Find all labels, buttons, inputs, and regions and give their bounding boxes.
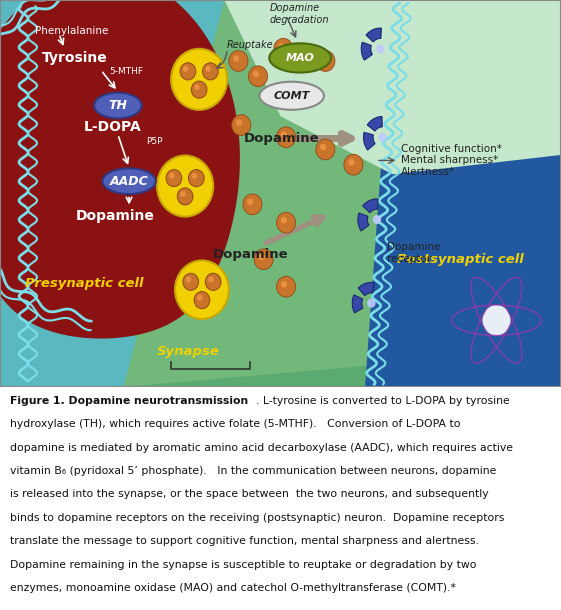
Circle shape — [229, 51, 248, 71]
Text: Dopamine remaining in the synapse is susceptible to reuptake or degradation by t: Dopamine remaining in the synapse is sus… — [10, 559, 477, 570]
Text: Phenylalanine: Phenylalanine — [35, 26, 108, 36]
Circle shape — [379, 133, 387, 142]
Circle shape — [157, 156, 213, 217]
Text: L-DOPA: L-DOPA — [84, 120, 142, 134]
Circle shape — [247, 198, 254, 205]
Circle shape — [171, 49, 227, 110]
Circle shape — [197, 295, 203, 301]
Text: Cognitive function*
Mental sharpness*
Alertness*: Cognitive function* Mental sharpness* Al… — [401, 144, 502, 177]
Text: translate the message to support cognitive function, mental sharpness and alertn: translate the message to support cogniti… — [10, 536, 479, 546]
Text: hydroxylase (TH), which requires active folate (5-MTHF).   Conversion of L-DOPA : hydroxylase (TH), which requires active … — [10, 419, 461, 429]
Text: Figure 1. Dopamine neurotransmission: Figure 1. Dopamine neurotransmission — [10, 396, 249, 406]
Circle shape — [169, 173, 174, 179]
Text: TH: TH — [108, 99, 127, 112]
Circle shape — [373, 215, 381, 224]
Circle shape — [258, 253, 265, 260]
Text: Dopamine
receptor: Dopamine receptor — [387, 242, 440, 264]
Polygon shape — [123, 0, 561, 387]
Text: MAO: MAO — [286, 53, 315, 63]
Circle shape — [183, 66, 188, 72]
Circle shape — [194, 292, 210, 309]
Text: Postsynaptic cell: Postsynaptic cell — [397, 253, 523, 266]
Text: . L-tyrosine is converted to L-DOPA by tyrosine: . L-tyrosine is converted to L-DOPA by t… — [256, 396, 510, 406]
Circle shape — [254, 249, 273, 270]
Text: COMT: COMT — [274, 91, 310, 101]
Circle shape — [175, 260, 229, 319]
Circle shape — [183, 273, 199, 290]
Circle shape — [180, 191, 186, 197]
Circle shape — [278, 43, 284, 50]
Ellipse shape — [94, 93, 141, 118]
Polygon shape — [0, 0, 561, 387]
Text: Dopamine
degradation: Dopamine degradation — [269, 3, 329, 24]
Circle shape — [320, 143, 327, 151]
Circle shape — [320, 56, 327, 62]
Polygon shape — [0, 0, 240, 339]
Circle shape — [243, 194, 262, 215]
Circle shape — [232, 115, 251, 135]
Ellipse shape — [269, 43, 331, 73]
Text: Dopamine: Dopamine — [213, 248, 289, 261]
Circle shape — [277, 127, 296, 148]
Polygon shape — [367, 117, 382, 131]
Polygon shape — [224, 0, 561, 174]
Polygon shape — [366, 28, 381, 42]
Circle shape — [277, 212, 296, 233]
Text: binds to dopamine receptors on the receiving (postsynaptic) neuron.  Dopamine re: binds to dopamine receptors on the recei… — [10, 513, 504, 523]
Circle shape — [203, 63, 218, 80]
Circle shape — [188, 170, 204, 187]
Polygon shape — [358, 282, 374, 296]
Circle shape — [367, 299, 375, 307]
Text: is released into the synapse, or the space between  the two neurons, and subsequ: is released into the synapse, or the spa… — [10, 489, 489, 500]
Polygon shape — [363, 199, 378, 213]
Circle shape — [316, 51, 335, 71]
Polygon shape — [123, 349, 561, 387]
Circle shape — [191, 173, 197, 179]
Circle shape — [233, 56, 239, 62]
Circle shape — [191, 81, 207, 98]
Polygon shape — [352, 295, 363, 313]
Circle shape — [205, 273, 221, 290]
Text: Reuptake: Reuptake — [227, 40, 274, 49]
Circle shape — [236, 120, 242, 126]
Polygon shape — [361, 42, 373, 60]
Ellipse shape — [102, 168, 156, 194]
Text: enzymes, monoamine oxidase (MAO) and catechol O-methyltransferase (COMT).*: enzymes, monoamine oxidase (MAO) and cat… — [10, 583, 456, 593]
Circle shape — [274, 38, 293, 59]
Text: AADC: AADC — [109, 174, 149, 188]
Text: Presynaptic cell: Presynaptic cell — [25, 277, 144, 290]
Circle shape — [177, 188, 193, 205]
Circle shape — [166, 170, 182, 187]
Polygon shape — [364, 132, 375, 150]
Circle shape — [348, 159, 355, 165]
Text: P5P: P5P — [146, 137, 162, 146]
Polygon shape — [365, 0, 561, 387]
Circle shape — [344, 154, 363, 175]
Circle shape — [376, 45, 384, 53]
Text: 5-MTHF: 5-MTHF — [109, 67, 144, 76]
Ellipse shape — [259, 82, 324, 110]
Circle shape — [186, 276, 191, 282]
Circle shape — [280, 217, 287, 224]
Text: vitamin B₆ (pyridoxal 5’ phosphate).   In the communication between neurons, dop: vitamin B₆ (pyridoxal 5’ phosphate). In … — [10, 466, 496, 476]
Circle shape — [194, 84, 200, 90]
Circle shape — [252, 71, 259, 77]
Circle shape — [280, 281, 287, 288]
Circle shape — [482, 305, 511, 336]
Circle shape — [205, 66, 211, 72]
Text: Dopamine: Dopamine — [76, 209, 155, 223]
Circle shape — [249, 66, 268, 87]
Circle shape — [208, 276, 214, 282]
Circle shape — [180, 63, 196, 80]
Text: Synapse: Synapse — [157, 345, 219, 359]
Circle shape — [277, 276, 296, 297]
Circle shape — [280, 131, 287, 138]
Polygon shape — [358, 213, 369, 231]
Text: Dopamine: Dopamine — [244, 132, 320, 145]
Circle shape — [316, 139, 335, 160]
Text: dopamine is mediated by aromatic amino acid decarboxylase (AADC), which requires: dopamine is mediated by aromatic amino a… — [10, 443, 513, 453]
Text: Tyrosine: Tyrosine — [42, 51, 108, 65]
